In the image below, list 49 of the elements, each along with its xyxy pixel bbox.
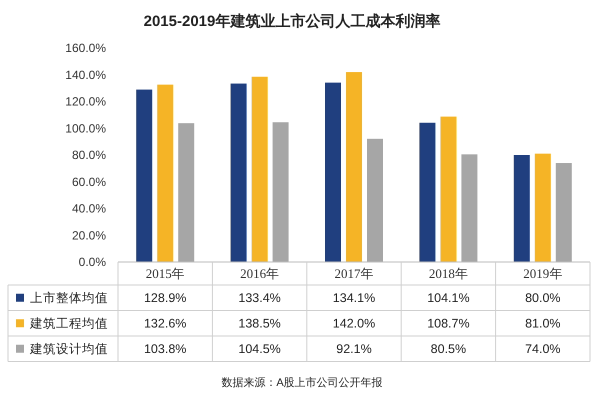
bar: [346, 72, 362, 262]
y-tick-label: 60.0%: [72, 174, 106, 189]
data-label: 103.8%: [144, 342, 186, 356]
bar: [325, 82, 341, 262]
x-tick-label: 2016年: [240, 266, 280, 282]
data-label: 104.1%: [427, 291, 470, 306]
bar: [230, 84, 247, 262]
data-label: 80.5%: [430, 342, 466, 356]
y-tick-label: 160.0%: [65, 41, 106, 56]
legend-label: 建筑设计均值: [29, 342, 108, 356]
bar: [178, 123, 194, 262]
x-tick-label: 2018年: [428, 266, 468, 282]
chart-title: 2015-2019年建筑业上市公司人工成本利润率: [144, 12, 440, 30]
y-tick-label: 40.0%: [72, 202, 106, 216]
y-tick-label: 80.0%: [72, 148, 106, 162]
data-label: 132.6%: [144, 316, 186, 331]
data-label: 74.0%: [525, 342, 561, 356]
legend-label: 建筑工程均值: [29, 316, 108, 331]
data-label: 133.4%: [238, 291, 281, 306]
bar: [252, 76, 268, 262]
y-tick-label: 140.0%: [65, 68, 106, 82]
legend-label: 上市整体均值: [30, 291, 108, 306]
data-label: 128.9%: [144, 291, 186, 306]
x-tick-label: 2019年: [523, 266, 562, 282]
bar: [534, 154, 551, 262]
data-label: 92.1%: [336, 342, 372, 356]
data-label: 108.7%: [427, 316, 470, 331]
data-label: 81.0%: [525, 316, 561, 331]
bar: [419, 122, 436, 262]
bar: [367, 138, 383, 262]
y-tick-label: 0.0%: [78, 255, 106, 270]
bar: [136, 90, 152, 262]
data-label: 134.1%: [332, 291, 376, 306]
bar: [157, 84, 174, 262]
bar: [556, 163, 572, 262]
bar: [461, 154, 478, 262]
data-label: 80.0%: [525, 291, 561, 306]
data-label: 142.0%: [332, 316, 376, 331]
x-tick-label: 2015年: [146, 266, 185, 282]
y-tick-label: 120.0%: [65, 94, 106, 109]
source-note: 数据来源：A股上市公司公开年报: [221, 376, 383, 389]
y-tick-label: 20.0%: [72, 228, 106, 242]
data-label: 138.5%: [238, 316, 281, 331]
bar: [272, 122, 289, 262]
x-tick-label: 2017年: [334, 266, 374, 282]
y-tick-label: 100.0%: [65, 121, 106, 136]
bar: [440, 116, 456, 262]
bar: [514, 155, 530, 262]
data-label: 104.5%: [238, 342, 281, 356]
